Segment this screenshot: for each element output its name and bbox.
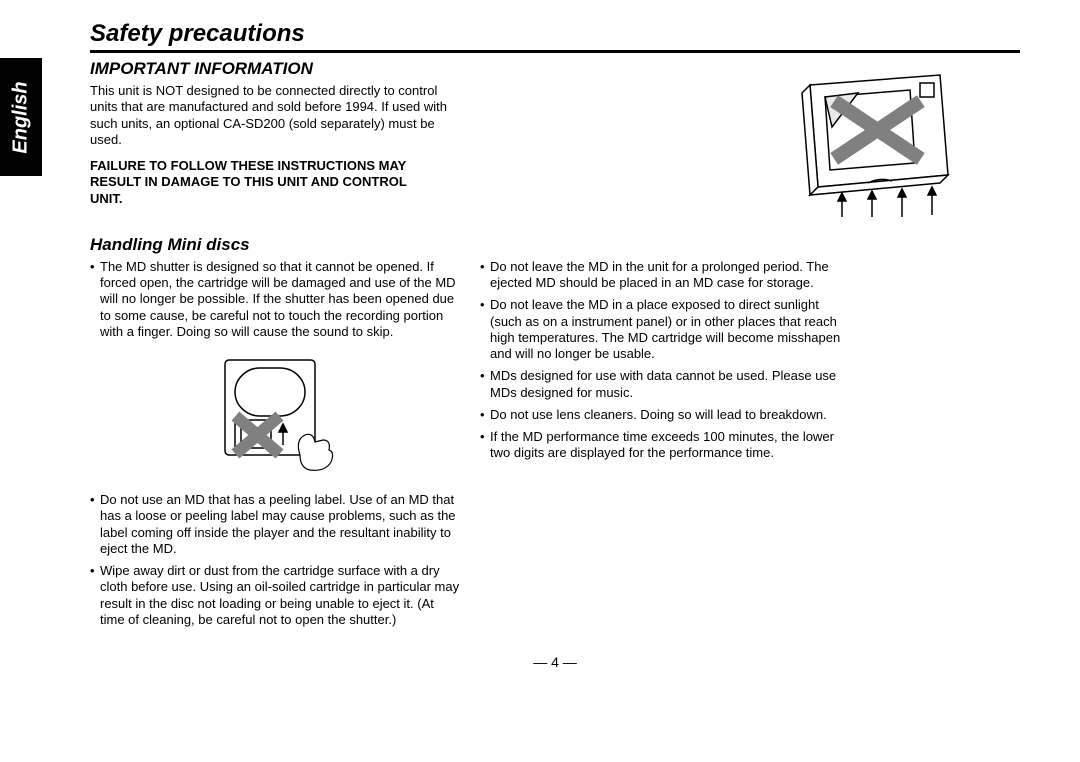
bullet-text: Do not use an MD that has a peeling labe…	[100, 492, 460, 557]
list-item: • Do not leave the MD in the unit for a …	[480, 259, 850, 292]
bullet-icon: •	[480, 368, 490, 401]
list-item: • Do not leave the MD in a place exposed…	[480, 297, 850, 362]
column-right: • Do not leave the MD in the unit for a …	[480, 259, 850, 634]
bullet-text: Do not leave the MD in a place exposed t…	[490, 297, 850, 362]
bullet-text: If the MD performance time exceeds 100 m…	[490, 429, 850, 462]
bullet-text: MDs designed for use with data cannot be…	[490, 368, 850, 401]
bullet-icon: •	[90, 492, 100, 557]
diagram-md-finger	[90, 350, 460, 480]
bullet-icon: •	[90, 563, 100, 628]
intro-text: This unit is NOT designed to be connecte…	[90, 83, 460, 148]
list-item: • Do not use lens cleaners. Doing so wil…	[480, 407, 850, 423]
bullet-text: Do not leave the MD in the unit for a pr…	[490, 259, 850, 292]
warning-text: FAILURE TO FOLLOW THESE INSTRUCTIONS MAY…	[90, 158, 430, 207]
list-item: • If the MD performance time exceeds 100…	[480, 429, 850, 462]
language-tab: English	[0, 58, 42, 176]
list-item: • Do not use an MD that has a peeling la…	[90, 492, 460, 557]
bullet-icon: •	[480, 407, 490, 423]
column-left: • The MD shutter is designed so that it …	[90, 259, 460, 634]
diagram-md-top	[780, 55, 970, 230]
page-number: — 4 —	[90, 654, 1020, 670]
section-handling-heading: Handling Mini discs	[90, 235, 1020, 255]
list-item: • MDs designed for use with data cannot …	[480, 368, 850, 401]
bullet-icon: •	[480, 297, 490, 362]
list-item: • The MD shutter is designed so that it …	[90, 259, 460, 340]
bullet-text: Do not use lens cleaners. Doing so will …	[490, 407, 850, 423]
list-item: • Wipe away dirt or dust from the cartri…	[90, 563, 460, 628]
bullet-icon: •	[90, 259, 100, 340]
bullet-text: Wipe away dirt or dust from the cartridg…	[100, 563, 460, 628]
page-title: Safety precautions	[90, 20, 1020, 53]
bullet-icon: •	[480, 429, 490, 462]
bullet-text: The MD shutter is designed so that it ca…	[100, 259, 460, 340]
bullet-icon: •	[480, 259, 490, 292]
language-label: English	[10, 81, 33, 153]
